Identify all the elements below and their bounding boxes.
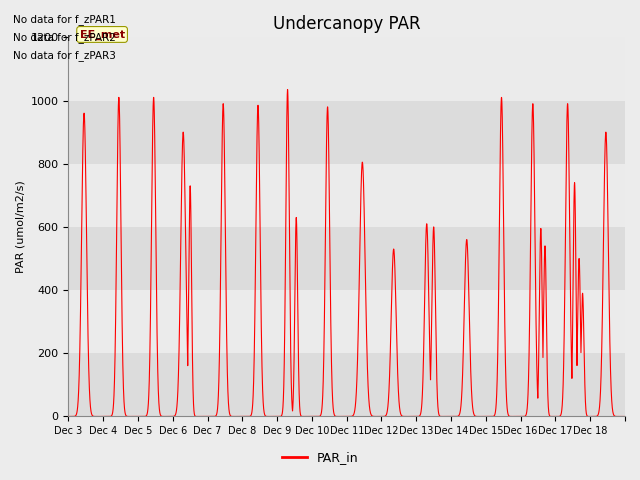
Bar (68, 290, 625, 353)
Bar (68, 164, 625, 227)
Bar (68, 353, 625, 417)
Bar (68, 100, 625, 164)
Bar (68, 37, 625, 100)
Text: No data for f_zPAR2: No data for f_zPAR2 (13, 32, 116, 43)
Title: Undercanopy PAR: Undercanopy PAR (273, 15, 420, 33)
Text: No data for f_zPAR1: No data for f_zPAR1 (13, 13, 116, 24)
Text: EE_met: EE_met (79, 29, 125, 39)
Legend: PAR_in: PAR_in (276, 446, 364, 469)
Y-axis label: PAR (umol/m2/s): PAR (umol/m2/s) (15, 180, 25, 273)
Bar (68, 227, 625, 290)
Text: No data for f_zPAR3: No data for f_zPAR3 (13, 50, 116, 61)
